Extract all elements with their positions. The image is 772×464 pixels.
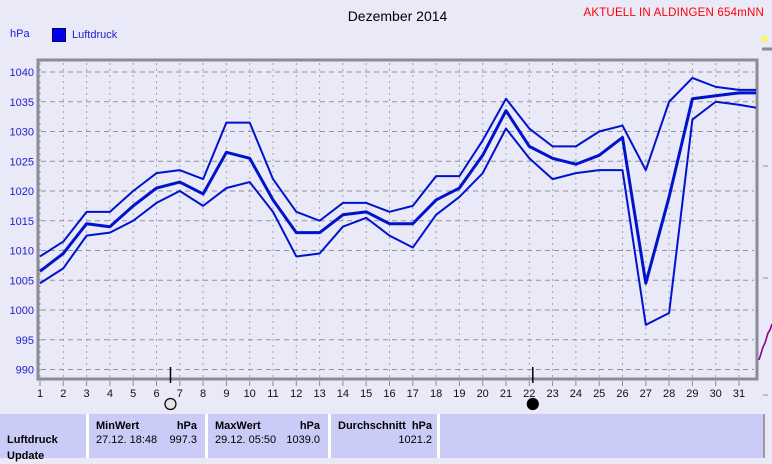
durchschnitt-header: Durchschnitt — [338, 420, 406, 432]
x-tick-label: 29 — [686, 388, 698, 400]
durchschnitt-value: 1021.2 — [398, 434, 432, 446]
legend-swatch-icon — [52, 28, 66, 42]
x-tick-label: 25 — [593, 388, 605, 400]
y-tick-label: 1000 — [10, 305, 34, 317]
stats-cell-min: MinWert hPa 27.12. 18:48 997.3 — [89, 414, 205, 458]
pressure-line-min — [39, 100, 757, 326]
x-tick-label: 18 — [430, 388, 442, 400]
durchschnitt-unit: hPa — [411, 420, 432, 432]
x-tick-label: 10 — [244, 388, 256, 400]
x-tick-label: 13 — [313, 388, 325, 400]
minwert-header: MinWert — [96, 420, 140, 432]
x-tick-label: 7 — [177, 388, 183, 400]
x-tick-label: 24 — [570, 388, 582, 400]
x-tick-label: 19 — [453, 388, 465, 400]
page-title: Dezember 2014 — [347, 8, 448, 24]
y-tick-label: 1025 — [10, 156, 34, 168]
y-tick-label: 1015 — [10, 216, 34, 228]
y-tick-label: 1010 — [10, 246, 34, 258]
minwert-unit: hPa — [176, 420, 197, 432]
maxwert-header: MaxWert — [215, 420, 261, 432]
maxwert-value: 1039.0 — [286, 434, 320, 446]
pressure-line-max — [39, 76, 756, 258]
y-tick-label: 1020 — [10, 186, 34, 198]
x-tick-label: 3 — [84, 388, 90, 400]
station-status-label: AKTUELL IN ALDINGEN 654mNN — [583, 7, 764, 19]
x-tick-label: 16 — [383, 388, 395, 400]
x-tick-label: 5 — [130, 388, 136, 400]
full-moon-icon — [164, 397, 177, 411]
y-tick-label: 1035 — [10, 97, 34, 109]
x-tick-label: 31 — [733, 388, 745, 400]
stats-cell-empty — [440, 414, 765, 458]
pressure-chart: 1 2 3 4 5 6 7 8 9 10 11 12 13 14 15 16 17 18 19 20 21 22 23 24 2… — [10, 33, 772, 411]
x-tick-label: 9 — [223, 388, 229, 400]
maxwert-unit: hPa — [299, 420, 320, 432]
pressure-line-avg — [39, 91, 756, 285]
x-tick-label: 23 — [546, 388, 558, 400]
x-tick-label: 11 — [267, 388, 278, 400]
edge-purple-line-fragment — [758, 323, 772, 361]
stats-table: Luftdruck Update MinWert hPa 27.12. 18:4… — [0, 414, 765, 462]
x-tick-label: 12 — [290, 388, 302, 400]
edge-yellow-text-fragment: n — [761, 33, 768, 45]
stats-cell-sensor: Luftdruck Update — [0, 414, 86, 462]
x-tick-label: 4 — [107, 388, 113, 400]
sensor-name-label: Luftdruck — [7, 434, 58, 446]
minwert-datetime: 27.12. 18:48 — [96, 434, 158, 446]
x-tick-label: 17 — [407, 388, 419, 400]
sensor-name-label-2-clipped: Update — [7, 450, 45, 462]
x-tick-label: 21 — [500, 388, 512, 400]
x-tick-label: 28 — [663, 388, 675, 400]
y-tick-label: 990 — [16, 365, 34, 377]
maxwert-datetime: 29.12. 05:50 — [215, 434, 277, 446]
x-tick-label: 1 — [37, 388, 43, 400]
x-tick-label: 14 — [337, 388, 349, 400]
stats-cell-average: Durchschnitt hPa 1021.2 — [331, 414, 437, 458]
x-tick-label: 15 — [360, 388, 372, 400]
x-tick-label: 30 — [710, 388, 722, 400]
y-tick-label: 1030 — [10, 127, 34, 139]
y-tick-label: 995 — [16, 335, 34, 347]
legend: Luftdruck — [52, 28, 117, 42]
x-tick-label: 6 — [153, 388, 159, 400]
new-moon-icon — [526, 397, 539, 411]
x-tick-label: 27 — [640, 388, 652, 400]
x-tick-label: 8 — [200, 388, 206, 400]
minwert-value: 997.3 — [169, 434, 197, 446]
stats-cell-max: MaxWert hPa 29.12. 05:50 1039.0 — [208, 414, 328, 458]
legend-label: Luftdruck — [72, 29, 118, 41]
x-tick-label: 22 — [523, 388, 535, 400]
y-tick-label: 1040 — [10, 67, 34, 79]
y-tick-label: 1005 — [10, 275, 34, 287]
plot-frame — [36, 58, 759, 381]
y-axis-unit-label: hPa — [10, 28, 30, 40]
x-tick-label: 20 — [477, 388, 489, 400]
x-tick-label: 2 — [60, 388, 66, 400]
x-tick-label: 26 — [616, 388, 628, 400]
